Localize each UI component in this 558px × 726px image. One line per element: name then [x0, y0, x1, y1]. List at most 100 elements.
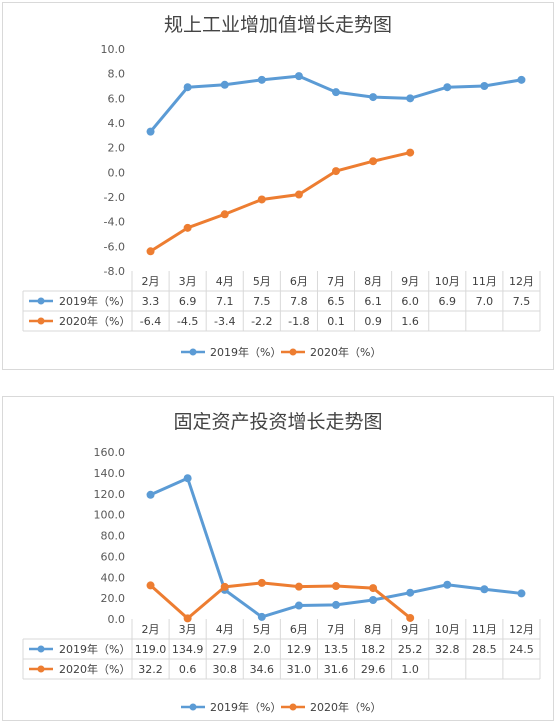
data-point [517, 75, 526, 84]
y-tick-label: 8.0 [108, 68, 126, 81]
data-point [406, 588, 415, 597]
data-point [443, 83, 452, 92]
x-tick-label: 8月 [364, 623, 382, 636]
table-cell: 134.9 [172, 643, 204, 656]
x-tick-label: 7月 [327, 275, 345, 288]
table-series-name: 2019年（%） [59, 294, 130, 308]
table-cell: 3.3 [142, 295, 160, 308]
legend-label: 2019年（%） [210, 345, 281, 359]
table-cell: 0.9 [364, 315, 382, 328]
data-point [183, 223, 192, 232]
table-cell: 31.6 [324, 663, 349, 676]
data-point [369, 584, 378, 593]
table-cell: 12.9 [287, 643, 312, 656]
table-cell: -6.4 [140, 315, 161, 328]
x-tick-label: 5月 [253, 623, 271, 636]
data-point [146, 490, 155, 499]
data-point [480, 82, 489, 90]
table-series-name: 2019年（%） [59, 642, 130, 656]
data-point [257, 195, 266, 204]
y-tick-label: 10.0 [101, 43, 126, 56]
x-tick-label: 11月 [472, 275, 497, 288]
table-cell: 29.6 [361, 663, 386, 676]
y-tick-label: 2.0 [108, 142, 126, 155]
legend-marker [189, 703, 197, 711]
y-tick-label: 0.0 [108, 166, 126, 179]
data-point [294, 72, 303, 81]
table-cell: 6.9 [179, 295, 197, 308]
x-tick-label: 8月 [364, 275, 382, 288]
x-tick-label: 7月 [327, 623, 345, 636]
table-cell: 24.5 [509, 643, 534, 656]
y-tick-label: 0.0 [108, 613, 126, 626]
x-tick-label: 12月 [509, 623, 534, 636]
table-series-name: 2020年（%） [59, 314, 130, 328]
data-point [517, 589, 526, 598]
data-point [443, 580, 452, 589]
table-cell: 25.2 [398, 643, 423, 656]
table-cell: 0.6 [179, 663, 197, 676]
table-cell: 7.5 [253, 295, 271, 308]
series-line [149, 476, 522, 619]
x-tick-label: 9月 [401, 623, 419, 636]
x-tick-label: 10月 [435, 623, 460, 636]
table-cell: -3.4 [214, 315, 235, 328]
data-point [480, 585, 489, 594]
data-point [183, 83, 192, 92]
data-point [257, 612, 266, 621]
x-tick-label: 5月 [253, 275, 271, 288]
data-point [369, 596, 378, 605]
x-tick-label: 4月 [216, 623, 234, 636]
table-cell: 28.5 [472, 643, 497, 656]
x-tick-label: 6月 [290, 275, 308, 288]
legend-label: 2020年（%） [310, 700, 381, 714]
legend-marker [189, 348, 197, 356]
legend-marker [289, 703, 297, 711]
table-cell: -2.2 [251, 315, 272, 328]
table-cell: 6.1 [364, 295, 382, 308]
data-point [406, 613, 415, 622]
chart-title: 规上工业增加值增长走势图 [163, 14, 392, 36]
x-tick-label: 9月 [401, 275, 419, 288]
series-line [149, 581, 412, 620]
y-tick-label: 4.0 [108, 117, 126, 130]
x-tick-label: 3月 [179, 275, 197, 288]
x-tick-label: 3月 [179, 623, 197, 636]
table-cell: 6.9 [439, 295, 457, 308]
table-cell: 34.6 [250, 663, 275, 676]
table-cell: 0.1 [327, 315, 345, 328]
data-point [183, 614, 192, 623]
table-cell: 7.0 [476, 295, 494, 308]
table-cell: 119.0 [135, 643, 167, 656]
data-point [183, 474, 192, 483]
data-point [406, 148, 415, 157]
table-legend-marker [37, 317, 45, 325]
y-tick-label: 40.0 [101, 571, 126, 584]
y-tick-label: 100.0 [94, 509, 126, 522]
x-tick-label: 10月 [435, 275, 460, 288]
table-series-name: 2020年（%） [59, 662, 130, 676]
data-point [220, 80, 229, 89]
y-tick-label: 60.0 [101, 550, 126, 563]
y-tick-label: -6.0 [104, 240, 125, 253]
table-cell: -1.8 [288, 315, 309, 328]
chart-panel-industrial: 规上工业增加值增长走势图 10.0 8.0 6.0 4.0 2.0 0.0 -2.0 -4.0… [2, 2, 554, 370]
x-tick-label: 4月 [216, 275, 234, 288]
legend-label: 2020年（%） [310, 345, 381, 359]
y-tick-label: -8.0 [104, 265, 125, 278]
y-tick-label: 80.0 [101, 530, 126, 543]
table-cell: 31.0 [287, 663, 312, 676]
y-tick-label: 140.0 [94, 467, 126, 480]
x-tick-label: 11月 [472, 623, 497, 636]
y-tick-label: 160.0 [94, 446, 126, 459]
data-point [406, 94, 415, 103]
data-point [220, 210, 229, 219]
data-point [257, 578, 266, 587]
table-cell: 18.2 [361, 643, 386, 656]
table-cell: 32.8 [435, 643, 460, 656]
data-point [332, 600, 340, 609]
data-point [332, 167, 340, 176]
table-legend-marker [37, 645, 45, 653]
y-tick-label: 6.0 [108, 92, 126, 105]
legend-marker [289, 348, 297, 356]
